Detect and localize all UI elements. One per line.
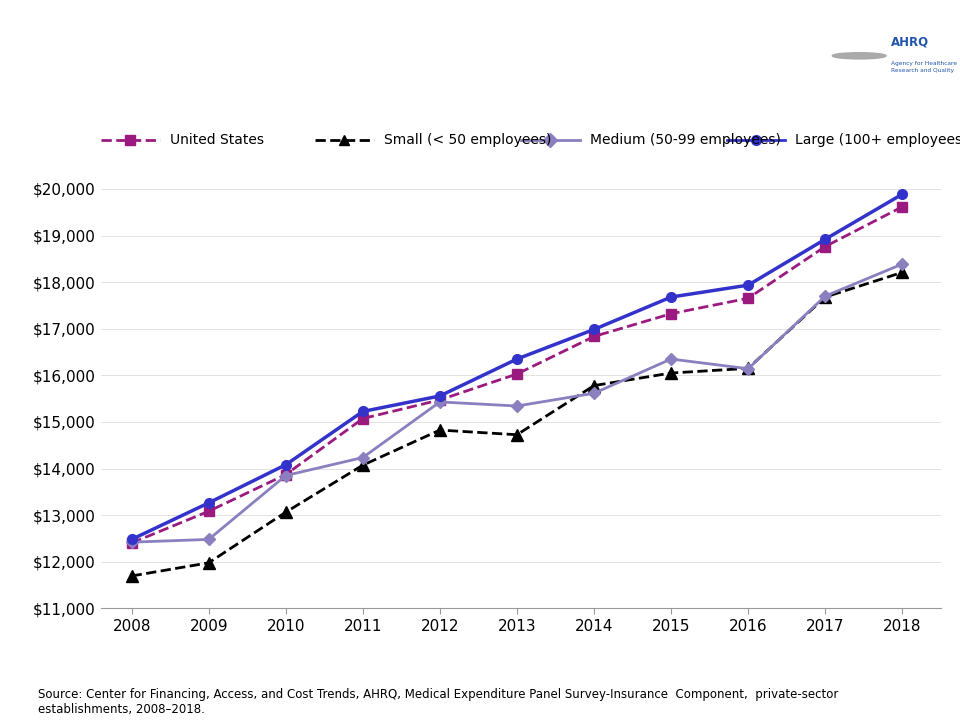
United States (126, 539, 137, 547)
Small (< 50 employees) (203, 559, 214, 567)
Small (< 50 employees) (897, 268, 908, 276)
Small (< 50 employees) (126, 572, 137, 580)
Line: United States: United States (127, 202, 907, 548)
United States (588, 332, 600, 341)
Small (< 50 employees) (742, 364, 754, 373)
Medium (50-99 employees) (511, 402, 522, 410)
United States (434, 395, 445, 404)
Medium (50-99 employees) (434, 397, 445, 406)
Circle shape (832, 53, 886, 59)
United States (665, 310, 677, 318)
Large (100+ employees) (126, 535, 137, 544)
United States (820, 242, 831, 251)
Small (< 50 employees) (820, 293, 831, 302)
Line: Small (< 50 employees): Small (< 50 employees) (126, 267, 908, 582)
Medium (50-99 employees) (742, 364, 754, 373)
Large (100+ employees) (357, 407, 369, 415)
Medium (50-99 employees) (665, 355, 677, 364)
United States (897, 202, 908, 211)
United States (511, 369, 522, 378)
Ellipse shape (824, 9, 915, 103)
Medium (50-99 employees) (203, 535, 214, 544)
Text: Source: Center for Financing, Access, and Cost Trends, AHRQ, Medical Expenditure: Source: Center for Financing, Access, an… (38, 688, 839, 716)
Medium (50-99 employees) (897, 260, 908, 269)
Large (100+ employees) (203, 498, 214, 507)
Text: Figure 8. Average total family premium per enrolled private-sector
employee, ove: Figure 8. Average total family premium p… (21, 30, 785, 77)
Small (< 50 employees) (665, 369, 677, 377)
Small (< 50 employees) (280, 508, 292, 516)
Medium (50-99 employees) (588, 389, 600, 397)
Large (100+ employees) (820, 235, 831, 243)
Text: United States: United States (170, 133, 264, 148)
Medium (50-99 employees) (820, 292, 831, 300)
Medium (50-99 employees) (357, 453, 369, 462)
Large (100+ employees) (897, 190, 908, 199)
United States (203, 507, 214, 516)
United States (742, 294, 754, 302)
Small (< 50 employees) (511, 431, 522, 439)
Small (< 50 employees) (434, 426, 445, 434)
Line: Large (100+ employees): Large (100+ employees) (127, 189, 907, 544)
Text: Small (< 50 employees): Small (< 50 employees) (384, 133, 551, 148)
Large (100+ employees) (511, 355, 522, 364)
Text: Agency for Healthcare
Research and Quality: Agency for Healthcare Research and Quali… (891, 61, 957, 73)
United States (357, 414, 369, 423)
Large (100+ employees) (434, 392, 445, 400)
Medium (50-99 employees) (280, 471, 292, 480)
Small (< 50 employees) (357, 461, 369, 469)
Large (100+ employees) (742, 281, 754, 289)
United States (280, 470, 292, 479)
Large (100+ employees) (665, 293, 677, 302)
Line: Medium (50-99 employees): Medium (50-99 employees) (128, 260, 906, 546)
Large (100+ employees) (280, 460, 292, 469)
Large (100+ employees) (588, 325, 600, 334)
Small (< 50 employees) (588, 382, 600, 390)
Medium (50-99 employees) (126, 538, 137, 546)
Text: AHRQ: AHRQ (891, 36, 929, 49)
Text: Medium (50-99 employees): Medium (50-99 employees) (589, 133, 780, 148)
Text: Large (100+ employees): Large (100+ employees) (796, 133, 960, 148)
